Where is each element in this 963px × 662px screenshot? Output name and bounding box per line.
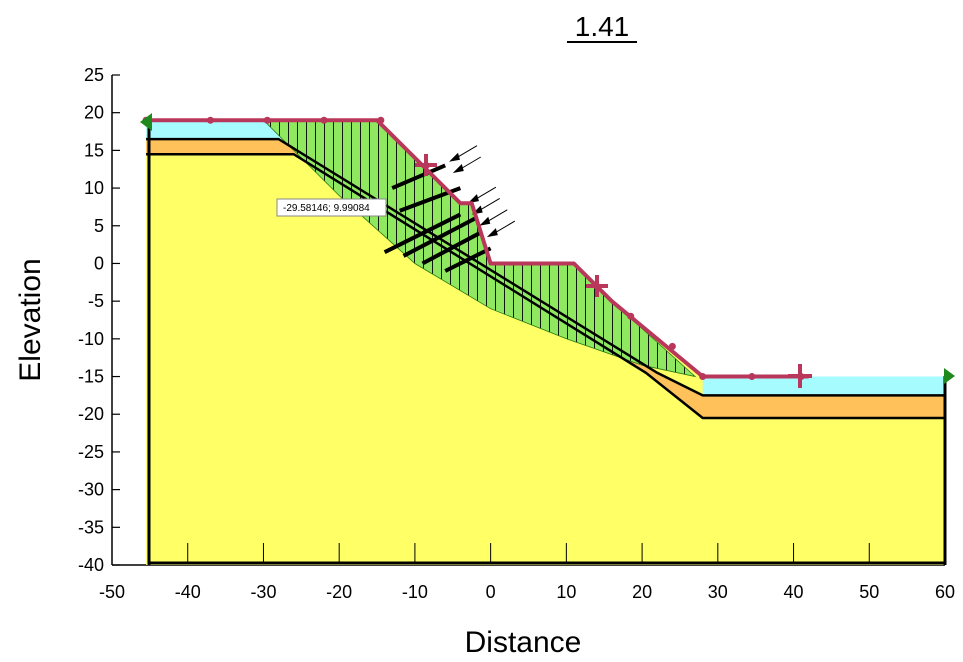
- anchor-bar: [421, 231, 481, 266]
- y-tick-label: 10: [84, 178, 104, 198]
- right-limit-cross: [788, 364, 812, 388]
- surface-marker: [668, 342, 676, 350]
- y-tick-label: -10: [78, 329, 104, 349]
- surface-marker: [748, 373, 756, 381]
- yellow-layer-boundary: [146, 152, 945, 420]
- x-tick-label: 60: [935, 582, 955, 602]
- y-tick-label: 15: [84, 140, 104, 160]
- x-tick-label: 30: [708, 582, 728, 602]
- right-boundary-flag-icon[interactable]: [944, 368, 955, 384]
- factor-of-safety-label: 1.41: [575, 11, 630, 42]
- anchor-bar: [391, 163, 446, 190]
- surface-marker: [206, 116, 214, 124]
- load-arrow: [448, 145, 478, 162]
- bottom-tick-marks: [187, 543, 870, 563]
- x-tick-label: -40: [175, 582, 201, 602]
- x-tick-label: -20: [326, 582, 352, 602]
- surface-marker: [377, 116, 385, 124]
- orange-layer-boundary: [146, 137, 945, 397]
- x-tick-label: 40: [784, 582, 804, 602]
- surface-marker: [320, 116, 328, 124]
- x-tick-labels: -50 -40 -30 -20 -10 0 10 20 30 40 50 60: [99, 582, 955, 602]
- y-tick-label: -15: [78, 367, 104, 387]
- surface-marker: [699, 373, 707, 381]
- yellow-soil-layer: [146, 120, 946, 565]
- y-tick-marks: [112, 74, 120, 566]
- load-arrow: [486, 220, 516, 238]
- surface-marker: [263, 116, 271, 124]
- y-tick-label: 25: [84, 65, 104, 85]
- water-layer-right: [702, 376, 945, 396]
- y-tick-labels: 25 20 15 10 5 0 -5 -10 -15 -20 -25 -30 -35 -40: [78, 65, 104, 575]
- y-tick-label: 0: [94, 253, 104, 273]
- load-arrow: [479, 209, 508, 226]
- slip-entry-cross: [415, 154, 437, 176]
- y-axis-title: Elevation: [14, 258, 47, 381]
- coordinate-tooltip: -29.58146; 9.99084: [276, 198, 387, 217]
- coordinate-readout: -29.58146; 9.99084: [283, 203, 370, 214]
- water-table-line: [146, 118, 809, 379]
- slip-exit-cross: [586, 275, 608, 297]
- y-tick-label: -35: [78, 517, 104, 537]
- load-arrow: [452, 156, 482, 173]
- load-arrow: [467, 186, 497, 204]
- x-tick-label: 10: [556, 582, 576, 602]
- y-tick-label: 20: [84, 103, 104, 123]
- y-tick-label: -40: [78, 555, 104, 575]
- load-arrows: [448, 145, 516, 238]
- surface-marker: [627, 312, 635, 320]
- left-boundary-flag-icon[interactable]: [140, 113, 152, 131]
- y-tick-label: 5: [94, 216, 104, 236]
- x-axis-title: Distance: [465, 626, 582, 659]
- y-tick-label: -30: [78, 480, 104, 500]
- y-tick-label: -5: [88, 291, 104, 311]
- anchor-bar: [402, 216, 477, 258]
- x-tick-label: -10: [402, 582, 428, 602]
- x-tick-label: -30: [250, 582, 276, 602]
- x-tick-label: -50: [99, 582, 125, 602]
- x-tick-label: 0: [486, 582, 496, 602]
- anchor-bar: [383, 212, 462, 254]
- y-tick-label: -25: [78, 442, 104, 462]
- x-tick-label: 20: [632, 582, 652, 602]
- y-tick-label: -20: [78, 404, 104, 424]
- anchor-bar: [444, 246, 492, 273]
- x-tick-label: 50: [859, 582, 879, 602]
- soil-layers: [146, 119, 947, 565]
